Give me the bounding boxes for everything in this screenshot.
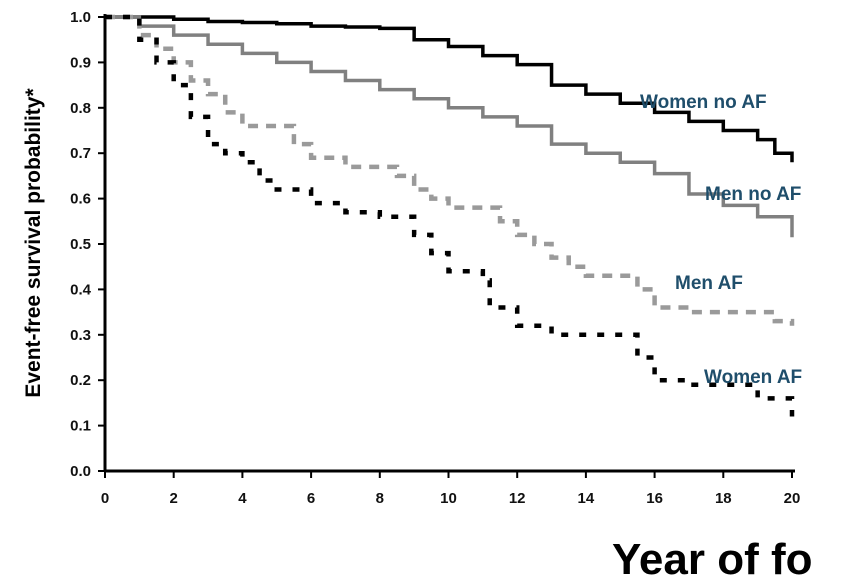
x-tick-label: 14 (578, 490, 595, 507)
series-line-men-af (105, 14, 795, 326)
y-tick-label: 0.4 (70, 281, 92, 298)
y-tick-label: 0.2 (70, 372, 91, 389)
series-line-women-af (105, 14, 795, 417)
x-axis-label: Year of fo (612, 535, 813, 584)
y-tick-label: 0.9 (70, 54, 91, 71)
x-tick-label: 20 (784, 490, 801, 507)
series-label-women-no-af: Women no AF (640, 92, 767, 113)
x-tick-label: 8 (376, 490, 384, 507)
x-tick-label: 0 (101, 490, 109, 507)
x-tick-label: 6 (307, 490, 315, 507)
x-tick-label: 16 (646, 490, 663, 507)
series-label-men-no-af: Men no AF (705, 184, 801, 205)
y-tick-label: 1.0 (70, 9, 91, 26)
y-tick-label: 0.0 (70, 463, 91, 480)
y-tick-label: 0.7 (70, 145, 91, 162)
x-tick-label: 12 (509, 490, 526, 507)
x-tick-label: 18 (715, 490, 732, 507)
x-tick-label: 10 (440, 490, 457, 507)
x-tick-label: 2 (170, 490, 178, 507)
x-tick-label: 4 (238, 490, 247, 507)
y-tick-label: 0.8 (70, 100, 91, 117)
y-axis-label: Event-free survival probability* (22, 88, 45, 398)
series-label-men-af: Men AF (675, 273, 743, 294)
series-line-men-no-af (105, 15, 794, 238)
y-tick-label: 0.6 (70, 191, 91, 208)
y-tick-label: 0.1 (70, 418, 91, 435)
series-label-women-af: Women AF (704, 367, 802, 388)
series-line-women-no-af (105, 15, 794, 163)
x-ticks: 0 2 4 6 8 10 12 14 16 18 20 (101, 471, 801, 507)
series-lines (105, 14, 795, 417)
y-ticks: 0.0 0.1 0.2 0.3 0.4 0.5 0.6 0.7 0.8 0.9 1.0 (70, 9, 105, 480)
y-tick-label: 0.5 (70, 236, 91, 253)
series-labels: Women no AF Men no AF Men AF Women AF (640, 92, 802, 388)
y-tick-label: 0.3 (70, 327, 91, 344)
